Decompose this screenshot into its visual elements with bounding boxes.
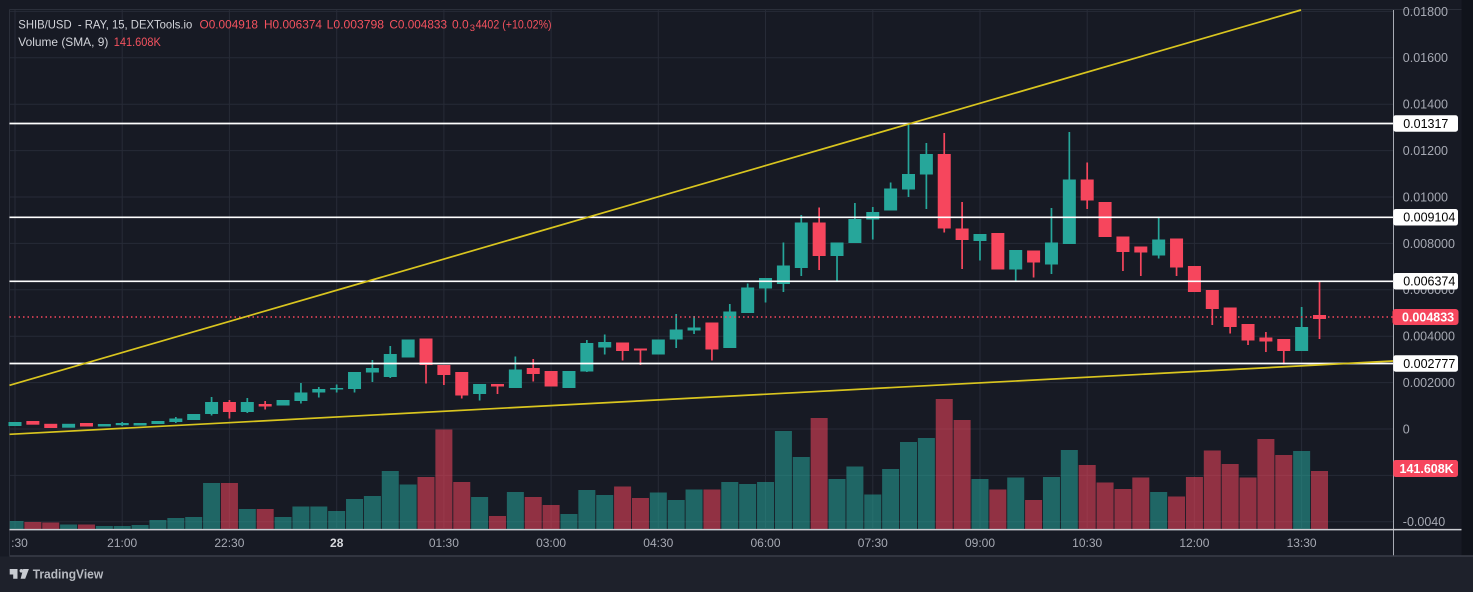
svg-text:0.004000: 0.004000 [1403, 330, 1455, 344]
svg-text::30: :30 [11, 536, 28, 550]
svg-text:0.0: 0.0 [452, 18, 469, 32]
svg-text:4402 (+10.02%): 4402 (+10.02%) [476, 18, 552, 32]
svg-text:Volume (SMA, 9): Volume (SMA, 9) [18, 35, 108, 49]
svg-text:H0.006374: H0.006374 [264, 18, 322, 32]
svg-text:0.002777: 0.002777 [1403, 357, 1455, 371]
svg-text:SHIB/USD - RAY, 15, DEXTools.: SHIB/USD - RAY, 15, DEXTools.io [18, 18, 192, 32]
svg-text:3: 3 [470, 23, 475, 34]
svg-text:12:00: 12:00 [1179, 536, 1209, 550]
svg-text:C0.004833: C0.004833 [389, 18, 447, 32]
svg-text:28: 28 [330, 536, 344, 550]
svg-text:141.608K: 141.608K [1400, 462, 1454, 476]
svg-text:0.008000: 0.008000 [1403, 237, 1455, 251]
svg-text:10:30: 10:30 [1072, 536, 1102, 550]
svg-text:L0.003798: L0.003798 [327, 18, 385, 32]
svg-text:TradingView: TradingView [33, 567, 104, 581]
svg-text:O0.004918: O0.004918 [200, 18, 259, 32]
svg-text:0.01800: 0.01800 [1403, 5, 1448, 19]
svg-text:07:30: 07:30 [858, 536, 888, 550]
svg-text:141.608K: 141.608K [114, 35, 161, 49]
svg-text:0: 0 [1403, 422, 1410, 436]
svg-text:09:00: 09:00 [965, 536, 995, 550]
svg-text:0.01600: 0.01600 [1403, 51, 1448, 65]
svg-text:03:00: 03:00 [536, 536, 566, 550]
svg-text:13:30: 13:30 [1287, 536, 1317, 550]
svg-text:0.009104: 0.009104 [1403, 211, 1455, 225]
svg-text:22:30: 22:30 [214, 536, 244, 550]
svg-text:0.01317: 0.01317 [1403, 117, 1448, 131]
svg-text:-0.0040: -0.0040 [1403, 515, 1445, 529]
svg-text:0.004833: 0.004833 [1402, 311, 1454, 325]
svg-text:01:30: 01:30 [429, 536, 459, 550]
svg-text:21:00: 21:00 [107, 536, 137, 550]
svg-text:0.01200: 0.01200 [1403, 144, 1448, 158]
svg-text:0.01000: 0.01000 [1403, 190, 1448, 204]
svg-text:0.002000: 0.002000 [1403, 376, 1455, 390]
svg-text:0.006374: 0.006374 [1403, 275, 1455, 289]
svg-text:06:00: 06:00 [750, 536, 780, 550]
svg-text:04:30: 04:30 [643, 536, 673, 550]
svg-text:0.01400: 0.01400 [1403, 98, 1448, 112]
